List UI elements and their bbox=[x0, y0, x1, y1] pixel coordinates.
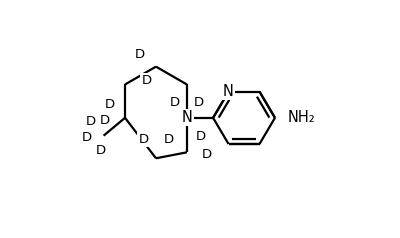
Text: D: D bbox=[138, 133, 149, 146]
Text: D: D bbox=[163, 133, 174, 146]
Text: D: D bbox=[82, 131, 92, 144]
Text: D: D bbox=[96, 144, 106, 157]
Text: D: D bbox=[202, 148, 212, 161]
Text: D: D bbox=[196, 130, 206, 143]
Text: D: D bbox=[170, 96, 180, 109]
Text: D: D bbox=[135, 48, 145, 61]
Text: D: D bbox=[100, 114, 110, 127]
Text: D: D bbox=[194, 96, 204, 109]
Text: N: N bbox=[223, 84, 234, 99]
Text: NH₂: NH₂ bbox=[288, 110, 316, 125]
Text: D: D bbox=[104, 98, 115, 110]
Text: N: N bbox=[182, 110, 192, 125]
Text: D: D bbox=[141, 74, 152, 87]
Text: D: D bbox=[86, 115, 96, 128]
